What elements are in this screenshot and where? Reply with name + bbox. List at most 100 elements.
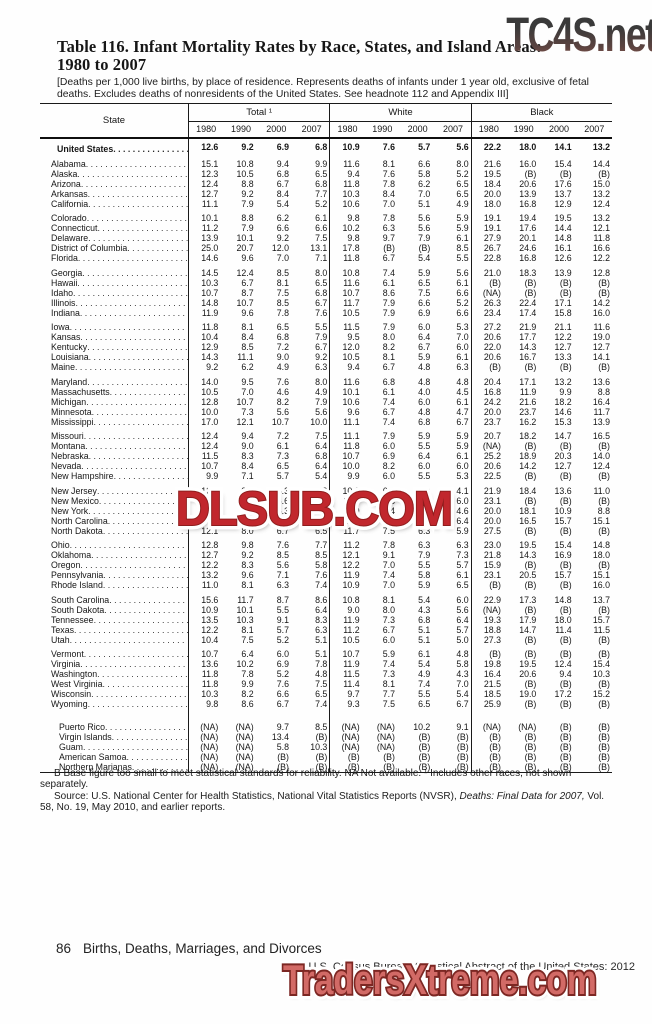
value-cell: 10.8 <box>236 158 254 169</box>
value-cell: 10.1 <box>329 386 364 397</box>
value-cell: 12.5 <box>188 481 223 496</box>
table-row: Nebraska11.5 8.3 7.3 6.810.7 6.9 6.4 6.125.2 18… <box>40 451 612 461</box>
state-label: Kentucky <box>40 342 188 352</box>
table-row: North Dakota12.1 8.0 6.7 6.511.7 7.5 6.3 5.927… <box>40 525 612 536</box>
value-cell: 12.2 <box>554 332 572 342</box>
value-cell: 4.0 <box>418 386 431 397</box>
value-cell: (B) <box>277 752 289 762</box>
value-cell: 6.5 <box>456 580 469 590</box>
value-cell: 6.8 <box>418 614 431 625</box>
value-cell: 9.6 <box>241 307 254 318</box>
value-cell: 14.2 <box>592 297 610 308</box>
value-cell: 12.4 <box>188 441 223 451</box>
value-cell: 9.8 <box>329 208 364 223</box>
value-cell: 7.3 <box>456 550 469 560</box>
value-cell: 5.2 <box>315 485 328 496</box>
table-row: Connecticut11.27.96.66.610.26.35.65.919.… <box>40 223 612 233</box>
value-cell: 5.6 <box>276 406 289 417</box>
value-cell: 13.3 <box>554 352 572 362</box>
value-cell: 10.5 <box>329 352 364 362</box>
value-cell: 11.4 <box>555 624 572 635</box>
value-cell: 7.4 <box>382 267 395 278</box>
value-cell: 7.5 <box>315 679 328 689</box>
value-cell: 10.3 <box>310 742 328 752</box>
table-row: Louisiana14.3 11.1 9.0 9.210.5 8.1 5.9 6.120.6… <box>40 352 612 362</box>
value-cell: 8.5 <box>276 550 289 560</box>
leader-dots <box>86 397 188 407</box>
value-cell: 10.5 <box>329 307 364 318</box>
table-row: Montana12.4 9.0 6.1 6.411.8 6.0 5.5 5.9(NA) (B)… <box>40 441 612 451</box>
value-cell: 6.1 <box>456 451 469 461</box>
table-row: South Dakota10.9 10.1 5.5 6.49.0 8.0 4.3 5.6(N… <box>40 604 612 615</box>
value-cell: 6.3 <box>315 624 328 635</box>
leader-dots <box>75 362 188 372</box>
value-cell: 8.1 <box>241 580 254 590</box>
value-cell: 11.5 <box>188 451 223 461</box>
value-cell: 11.0 <box>188 580 223 590</box>
value-cell: 19.5 <box>519 540 537 550</box>
value-cell: 11.4 <box>329 679 364 689</box>
value-cell: 13.6 <box>592 376 610 387</box>
value-cell: (B) <box>524 495 537 506</box>
state-label: Delaware <box>40 233 188 243</box>
value-cell: (NA) <box>188 762 223 772</box>
value-cell: 18.3 <box>519 267 537 278</box>
value-cell: 6.6 <box>276 689 289 699</box>
value-cell: 16.1 <box>554 243 572 253</box>
table-row: Idaho10.78.77.56.810.78.67.56.6(NA)(B)(B… <box>40 287 612 298</box>
value-cell: 19.1 <box>470 208 506 223</box>
value-cell: 11.5 <box>188 495 223 506</box>
value-cell: 5.8 <box>456 659 469 669</box>
value-cell: 7.4 <box>315 580 328 590</box>
value-cell: (NA) <box>235 752 254 762</box>
value-cell: 8.5 <box>276 267 289 278</box>
state-label: Alaska <box>40 169 188 179</box>
value-cell: 5.1 <box>418 634 431 645</box>
value-cell: 12.7 <box>554 342 572 352</box>
value-cell: (NA) <box>235 742 254 752</box>
value-cell: 5.1 <box>418 505 431 516</box>
value-cell: 4.8 <box>315 669 328 679</box>
value-cell: 6.4 <box>456 515 469 526</box>
state-label: North Carolina <box>40 516 188 526</box>
value-cell: (B) <box>524 604 537 615</box>
state-label: Colorado <box>40 209 188 223</box>
state-label: Georgia <box>40 263 188 278</box>
value-cell: 15.0 <box>592 178 610 189</box>
value-cell: 6.3 <box>315 362 328 372</box>
value-cell: 7.8 <box>382 540 395 550</box>
value-cell: 5.8 <box>418 168 431 179</box>
value-cell: 8.8 <box>241 178 254 189</box>
year-header: 2007 <box>584 124 605 134</box>
value-cell: 8.3 <box>315 614 328 625</box>
value-cell: 14.4 <box>554 223 572 233</box>
value-cell: 11.6 <box>593 322 610 332</box>
value-cell: (B) <box>598 679 610 689</box>
value-cell: (B) <box>329 752 364 762</box>
value-cell: 10.7 <box>188 287 223 298</box>
value-cell: (B) <box>470 732 506 742</box>
us-total-row-container: United States12.6 9.2 6.9 6.810.9 7.6 5.7 5.62… <box>40 139 612 154</box>
state-label: Michigan <box>40 397 188 407</box>
value-cell: 16.8 <box>519 253 537 263</box>
source-text: Source: U.S. National Center for Health … <box>54 790 460 802</box>
value-cell: 7.8 <box>315 659 328 669</box>
value-cell: 6.5 <box>418 277 431 288</box>
value-cell: 15.2 <box>592 689 610 699</box>
value-cell: 6.6 <box>418 158 431 169</box>
value-cell: 6.4 <box>418 451 431 461</box>
value-cell: 10.7 <box>329 451 364 461</box>
value-cell: 20.6 <box>470 352 506 362</box>
value-cell: 10.3 <box>329 481 364 496</box>
value-cell: 19.8 <box>470 659 506 669</box>
value-cell: 8.1 <box>382 679 395 689</box>
value-cell: 8.5 <box>315 722 328 732</box>
state-label: California <box>40 199 188 209</box>
value-cell: 5.5 <box>418 689 431 699</box>
value-cell: 8.5 <box>276 297 289 308</box>
value-cell: 7.4 <box>382 416 395 427</box>
value-cell: 13.2 <box>554 376 572 387</box>
value-cell: 6.8 <box>315 451 328 461</box>
value-cell: 10.2 <box>413 722 431 732</box>
value-cell: 18.9 <box>519 451 537 461</box>
